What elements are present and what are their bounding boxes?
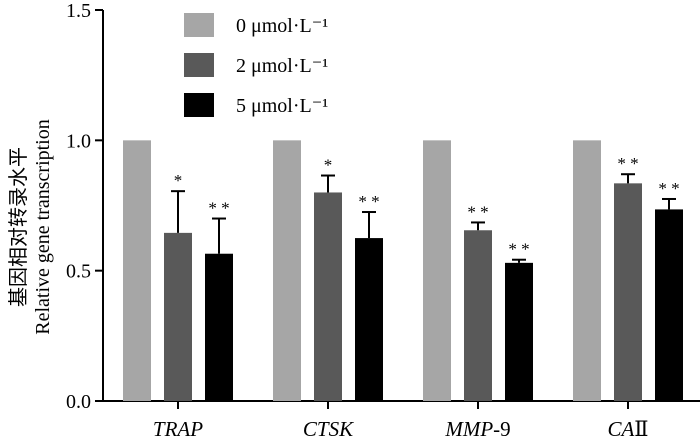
significance-trap-s2: * * — [208, 199, 229, 218]
significance-ca-s2: * * — [658, 179, 679, 198]
significance-ca-s1: * * — [617, 154, 638, 173]
x-tick-label-mmp: MMP-9 — [444, 417, 510, 439]
bar-mmp-s2 — [505, 262, 533, 401]
y-tick-label-1: 0.5 — [66, 261, 91, 283]
bar-ctsk-s0 — [273, 140, 301, 402]
x-tick-label-ctsk: CTSK — [303, 417, 354, 439]
x-tick-label-ca: CAⅡ — [607, 417, 648, 439]
bar-ctsk-s1 — [314, 192, 342, 401]
significance-ctsk-s1: * — [324, 156, 333, 175]
significance-mmp-s1: * * — [467, 202, 488, 221]
legend: 0 μmol·L⁻¹ 2 μmol·L⁻¹ 5 μmol·L⁻¹ — [184, 13, 328, 117]
x-tick-label-trap: TRAP — [153, 417, 203, 439]
y-tick-label-0: 0.0 — [66, 391, 91, 413]
legend-swatch-2 — [184, 93, 214, 117]
significance-trap-s1: * — [174, 171, 183, 190]
significance-mmp-s2: * * — [508, 240, 529, 259]
bar-trap-s2 — [205, 253, 233, 401]
legend-label-0: 0 μmol·L⁻¹ — [236, 15, 328, 37]
bar-mmp-s0 — [423, 140, 451, 402]
y-tick-label-3: 1.5 — [66, 0, 91, 22]
bar-ca-s0 — [573, 140, 601, 402]
y-axis-label-cn: 基因相对转录水平 — [7, 147, 30, 307]
legend-label-1: 2 μmol·L⁻¹ — [236, 55, 328, 77]
bar-ctsk-s2 — [355, 238, 383, 401]
legend-swatch-1 — [184, 53, 214, 77]
legend-label-2: 5 μmol·L⁻¹ — [236, 95, 328, 117]
y-axis-label-en: Relative gene transcription — [32, 119, 54, 334]
bar-trap-s1 — [164, 232, 192, 401]
y-tick-label-2: 1.0 — [66, 130, 91, 152]
bars: * * * * * * * * * * * * * * — [123, 140, 683, 402]
significance-ctsk-s2: * * — [358, 192, 379, 211]
legend-swatch-0 — [184, 13, 214, 37]
bar-trap-s0 — [123, 140, 151, 402]
axis-labels: 基因相对转录水平 Relative gene transcription — [7, 119, 54, 334]
bar-ca-s2 — [655, 209, 683, 401]
bar-mmp-s1 — [464, 230, 492, 401]
bar-ca-s1 — [614, 183, 642, 401]
y-axis-label: 基因相对转录水平 Relative gene transcription — [7, 119, 54, 334]
